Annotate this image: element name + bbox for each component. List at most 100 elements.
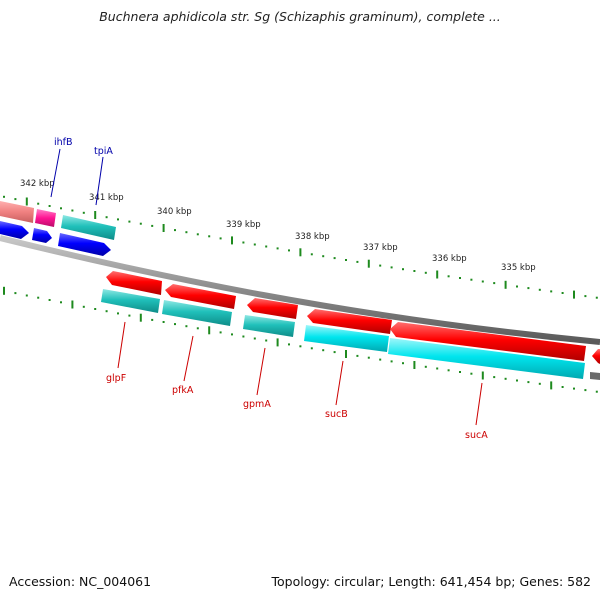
ruler-upper-major-tick bbox=[94, 211, 97, 219]
feature-sucB-cds[interactable] bbox=[304, 325, 389, 352]
ruler-upper-minor-tick bbox=[37, 202, 40, 205]
ruler-upper-minor-tick bbox=[447, 275, 450, 278]
ruler-upper-minor-tick bbox=[60, 207, 62, 210]
ruler-upper-major-tick bbox=[231, 236, 233, 245]
ruler-lower-major-tick bbox=[550, 381, 553, 390]
ruler-upper-minor-tick bbox=[459, 277, 461, 279]
ruler-upper-minor-tick bbox=[185, 231, 188, 234]
ruler-lower-major-tick bbox=[345, 350, 347, 358]
ruler-lower-minor-tick bbox=[128, 314, 131, 317]
ruler-lower-major-tick bbox=[481, 371, 484, 380]
ruler-upper-minor-tick bbox=[413, 270, 416, 272]
ruler-upper-minor-tick bbox=[71, 209, 74, 212]
gpmA-leader bbox=[256, 347, 266, 396]
gene-label-pfkA[interactable]: pfkA bbox=[172, 385, 194, 396]
feature-blue-arrow-3[interactable] bbox=[58, 233, 111, 256]
ruler-upper bbox=[3, 195, 598, 299]
feature-sucA-cds[interactable] bbox=[388, 338, 585, 379]
ruler-label-342: 342 kbp bbox=[20, 179, 55, 189]
feature-red-cds-2[interactable] bbox=[165, 284, 236, 309]
ruler-upper-minor-tick bbox=[527, 287, 530, 290]
ruler-upper-minor-tick bbox=[345, 259, 347, 261]
ruler-label-341: 341 kbp bbox=[89, 193, 124, 203]
ruler-lower-minor-tick bbox=[48, 299, 51, 301]
ruler-upper-minor-tick bbox=[584, 295, 587, 298]
gene-label-sucA[interactable]: sucA bbox=[465, 430, 488, 441]
ruler-upper-minor-tick bbox=[493, 282, 496, 285]
ruler-upper-minor-tick bbox=[117, 218, 119, 221]
ruler-lower-major-tick bbox=[3, 286, 5, 295]
ruler-lower-major-tick bbox=[276, 338, 279, 347]
ruler-upper-major-tick bbox=[504, 280, 507, 289]
ruler-lower-minor-tick bbox=[288, 343, 290, 346]
gene-label-ihfB[interactable]: ihfB bbox=[54, 137, 73, 148]
feature-red-cds-6[interactable] bbox=[592, 349, 600, 364]
ruler-upper-minor-tick bbox=[561, 292, 564, 294]
ruler-lower-minor-tick bbox=[94, 308, 97, 310]
map-title: Buchnera aphidicola str. Sg (Schizaphis … bbox=[99, 9, 501, 24]
ruler-upper-major-tick bbox=[436, 270, 439, 279]
ruler-upper-minor-tick bbox=[276, 247, 279, 250]
ruler-lower bbox=[3, 286, 598, 393]
ruler-lower-minor-tick bbox=[504, 377, 507, 380]
ruler-upper-minor-tick bbox=[48, 205, 51, 207]
ruler-upper-minor-tick bbox=[379, 264, 382, 267]
ruler-lower-minor-tick bbox=[185, 325, 188, 328]
gene-label-glpF[interactable]: glpF bbox=[106, 373, 126, 384]
ruler-upper-minor-tick bbox=[516, 285, 518, 288]
gene-label-gpmA[interactable]: gpmA bbox=[243, 399, 271, 410]
ruler-upper-minor-tick bbox=[105, 216, 108, 219]
accession-text: Accession: NC_004061 bbox=[9, 574, 152, 589]
sucA-leader bbox=[475, 382, 483, 426]
ruler-lower-minor-tick bbox=[379, 358, 382, 361]
ruler-lower-minor-tick bbox=[265, 339, 268, 342]
ruler-lower-minor-tick bbox=[322, 349, 325, 352]
genome-backbone bbox=[0, 235, 600, 345]
ruler-upper-minor-tick bbox=[151, 224, 154, 227]
feature-gpmA-cds[interactable] bbox=[243, 315, 295, 337]
feature-blue-arrow-1[interactable] bbox=[0, 221, 29, 239]
ruler-label-337: 337 kbp bbox=[363, 243, 398, 253]
ruler-lower-minor-tick bbox=[573, 387, 575, 390]
feature-pfkA-cds[interactable] bbox=[162, 300, 232, 326]
gene-label-sucB[interactable]: sucB bbox=[325, 409, 348, 420]
ruler-lower-minor-tick bbox=[253, 337, 256, 340]
gene-label-tpiA[interactable]: tpiA bbox=[94, 146, 113, 157]
ruler-lower-minor-tick bbox=[470, 372, 473, 375]
feature-salmon[interactable] bbox=[0, 201, 34, 223]
feature-ihfB-pink[interactable] bbox=[35, 209, 56, 227]
feature-glpF-cds[interactable] bbox=[101, 289, 160, 313]
ruler-upper-minor-tick bbox=[139, 222, 142, 225]
feature-blue-arrow-2[interactable] bbox=[32, 228, 52, 243]
feature-red-cds-1[interactable] bbox=[106, 271, 162, 295]
feature-red-cds-5[interactable] bbox=[390, 322, 586, 361]
ruler-label-339: 339 kbp bbox=[226, 220, 261, 230]
ruler-lower-minor-tick bbox=[196, 327, 199, 330]
ruler-lower-minor-tick bbox=[219, 331, 222, 334]
ruler-upper-minor-tick bbox=[424, 271, 427, 274]
ruler-lower-minor-tick bbox=[527, 381, 530, 384]
ruler-label-335: 335 kbp bbox=[501, 263, 536, 273]
ruler-upper-minor-tick bbox=[390, 266, 393, 269]
ruler-lower-minor-tick bbox=[25, 294, 28, 297]
feature-red-cds-4[interactable] bbox=[307, 309, 392, 334]
ruler-upper-major-tick bbox=[162, 224, 165, 232]
ruler-lower-minor-tick bbox=[174, 323, 176, 326]
feature-tpiA-teal[interactable] bbox=[61, 215, 116, 240]
ruler-lower-minor-tick bbox=[82, 305, 85, 308]
ruler-lower-minor-tick bbox=[299, 345, 302, 348]
feature-red-cds-3[interactable] bbox=[247, 298, 298, 319]
ruler-upper-minor-tick bbox=[265, 245, 268, 248]
ruler-upper-minor-tick bbox=[128, 220, 131, 223]
ruler-lower-minor-tick bbox=[561, 386, 564, 388]
ruler-lower-minor-tick bbox=[151, 318, 154, 321]
genome-backbone-right-end bbox=[590, 372, 600, 380]
ruler-lower-minor-tick bbox=[367, 356, 370, 359]
pfkA-leader bbox=[183, 335, 194, 382]
ruler-upper-minor-tick bbox=[14, 198, 17, 201]
ruler-upper-minor-tick bbox=[481, 280, 484, 283]
ruler-upper-minor-tick bbox=[82, 211, 85, 214]
ruler-upper-minor-tick bbox=[538, 288, 541, 291]
ruler-upper-minor-tick bbox=[402, 268, 404, 271]
tpiA-leader bbox=[95, 156, 104, 206]
